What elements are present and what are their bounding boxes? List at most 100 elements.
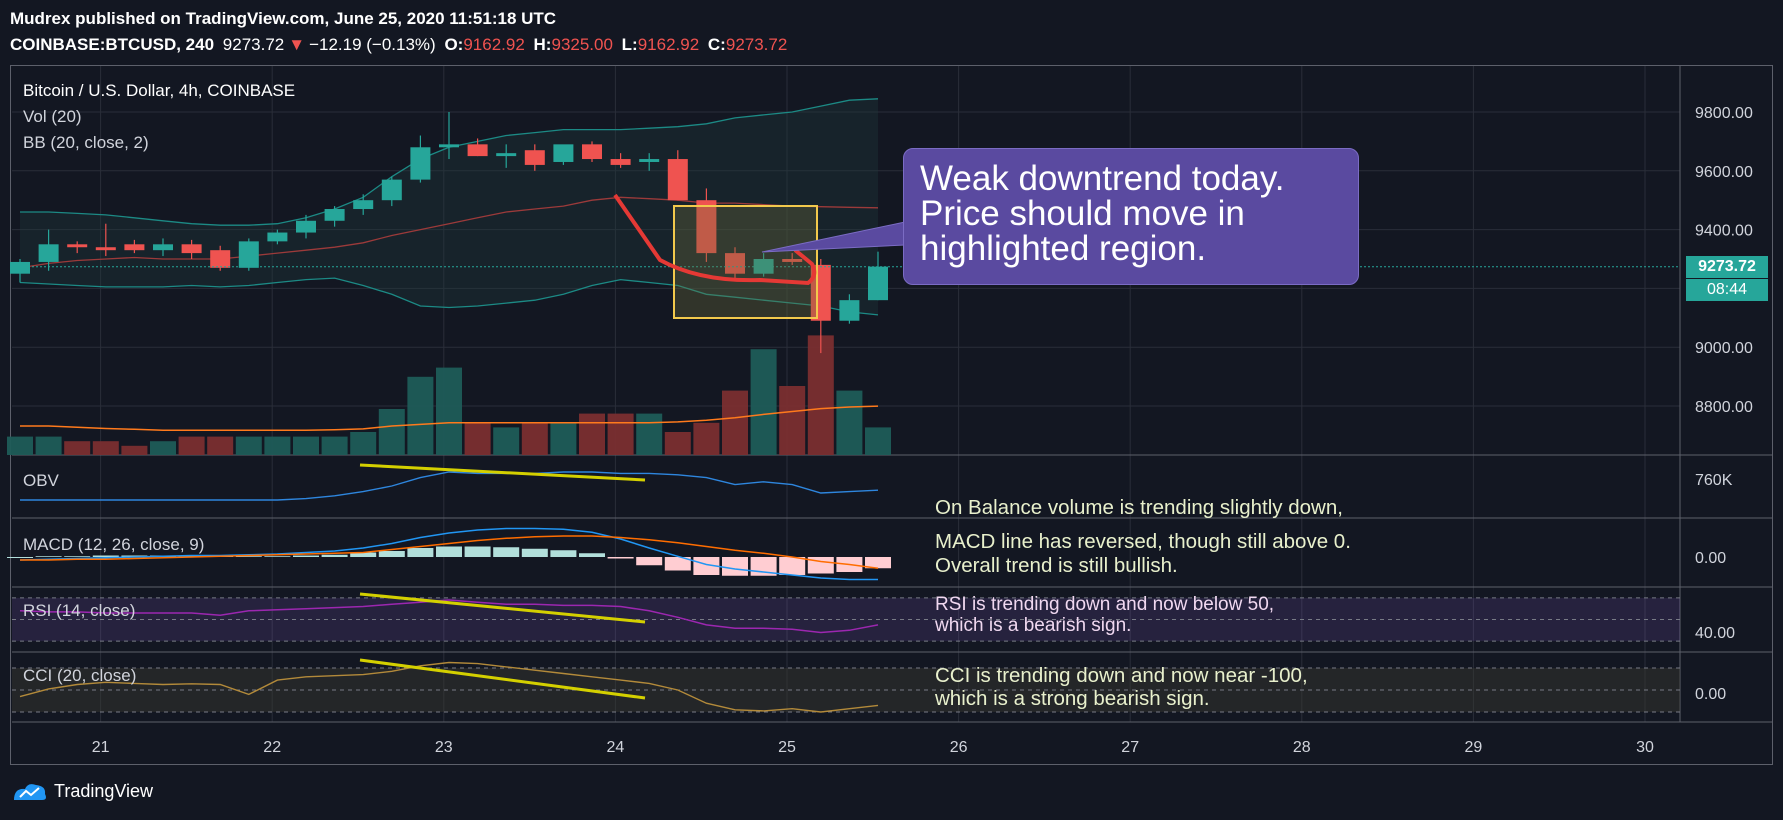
volume-bars: [7, 335, 891, 455]
macd-histogram-bar: [493, 547, 520, 557]
volume-bar: [378, 409, 405, 455]
legend-obv[interactable]: OBV: [23, 471, 59, 490]
last-price: 9273.72: [222, 35, 285, 54]
callout-line-2: Price should move in: [920, 194, 1245, 233]
volume-bar: [807, 335, 834, 455]
highlight-region: [673, 205, 818, 319]
rsi-trendline: [359, 592, 646, 624]
y-tick-label: 9800.00: [1695, 105, 1753, 122]
volume-bar: [664, 432, 691, 455]
legend-title[interactable]: Bitcoin / U.S. Dollar, 4h, COINBASE: [23, 81, 296, 100]
legend-cci[interactable]: CCI (20, close): [23, 666, 137, 685]
volume-bar: [836, 390, 863, 455]
volume-bar: [579, 413, 605, 455]
volume-bar: [321, 436, 348, 455]
volume-bar: [865, 427, 891, 455]
candle-body: [410, 147, 431, 180]
callout-box: Weak downtrend today. Price should move …: [903, 148, 1359, 285]
footer: TradingView: [12, 780, 153, 802]
candle-body: [810, 264, 831, 321]
volume-bar: [750, 349, 777, 455]
x-tick-label: 25: [778, 739, 796, 756]
macd-histogram-bar: [92, 555, 119, 557]
x-tick-label: 21: [92, 739, 110, 756]
open-value: 9162.92: [463, 35, 525, 54]
axes: 9800.009600.009400.009000.008800.009200.…: [92, 105, 1753, 756]
candle-body: [839, 300, 860, 321]
candle-body: [725, 253, 745, 274]
chart-header: Mudrex published on TradingView.com, Jun…: [10, 6, 791, 58]
price-badge: 9273.72 08:44: [1686, 256, 1768, 301]
volume-bar: [264, 436, 291, 455]
candle-body: [95, 247, 116, 251]
volume-bar: [350, 432, 377, 455]
bb-lower-line: [19, 277, 879, 316]
publish-info: Mudrex published on TradingView.com, Jun…: [10, 6, 791, 32]
candle-body: [124, 244, 145, 251]
candle-body: [439, 144, 459, 148]
close-label: C:: [707, 35, 726, 54]
projection-curve: [613, 193, 817, 286]
macd-histogram-bar: [321, 554, 348, 557]
candle-body: [753, 259, 774, 274]
candle-body: [324, 209, 345, 221]
macd-histogram-bar: [264, 556, 291, 557]
volume-bar: [7, 436, 33, 455]
note-cci-2: which is a strong bearish sign.: [935, 687, 1210, 710]
symbol-label[interactable]: COINBASE:BTCUSD, 240: [10, 35, 215, 54]
macd-histogram-bar: [436, 546, 462, 557]
tradingview-logo-icon[interactable]: [12, 780, 48, 802]
macd-histogram-bar: [7, 557, 33, 558]
candle-body: [667, 159, 688, 201]
macd-line: [19, 527, 878, 581]
macd-histogram-bar: [779, 557, 806, 575]
volume-bar: [150, 441, 176, 455]
footer-brand[interactable]: TradingView: [54, 780, 154, 801]
cci-trendline: [359, 658, 646, 700]
publish-line: Mudrex published on TradingView.com, Jun…: [10, 9, 557, 28]
volume-bar: [493, 427, 520, 455]
candle-body: [467, 144, 488, 157]
legend-macd[interactable]: MACD (12, 26, close, 9): [23, 535, 205, 554]
callout-line-1: Weak downtrend today.: [920, 159, 1285, 198]
note-rsi-1: RSI is trending down and now below 50,: [935, 594, 1275, 615]
high-label: H:: [533, 35, 552, 54]
legend-rsi[interactable]: RSI (14, close): [23, 601, 136, 620]
down-arrow-icon: ▼: [288, 35, 306, 54]
macd-histogram-bar: [464, 546, 491, 557]
x-tick-label: 24: [607, 739, 625, 756]
candlesticks: [10, 112, 1680, 354]
legend-vol[interactable]: Vol (20): [23, 107, 82, 126]
volume-bar: [722, 390, 748, 455]
x-tick-label: 23: [435, 739, 453, 756]
y-tick-label: 9400.00: [1695, 223, 1753, 240]
candle-body: [582, 144, 602, 160]
volume-bar: [779, 386, 806, 455]
volume-bar: [293, 436, 319, 455]
change-value: −12.19 (−0.13%): [309, 35, 436, 54]
candle-body: [381, 179, 402, 201]
macd-histogram-bar: [865, 557, 891, 569]
legend-bb[interactable]: BB (20, close, 2): [23, 133, 149, 152]
volume-bar: [607, 413, 634, 455]
ohlc-bar: COINBASE:BTCUSD, 240 9273.72 ▼ −12.19 (−0.…: [10, 32, 791, 58]
candle-body: [238, 241, 259, 268]
macd-histogram-bar: [579, 553, 605, 557]
candle-body: [181, 244, 202, 254]
obv-line: [20, 471, 879, 501]
volume-bar: [550, 422, 577, 455]
candle-body: [10, 261, 30, 274]
candle-body: [868, 266, 888, 301]
macd-histogram-bar: [664, 557, 691, 571]
volume-bar: [636, 413, 663, 455]
macd-histogram-bar: [64, 556, 91, 557]
candle-body: [267, 232, 288, 242]
x-tick-label: 28: [1293, 739, 1311, 756]
annotations: [359, 193, 906, 700]
macd-histogram-bar: [636, 557, 663, 566]
macd-histogram-bar: [521, 548, 548, 557]
cci-line: [19, 661, 879, 713]
volume-bar: [121, 445, 148, 455]
chart-frame[interactable]: [10, 65, 1773, 765]
